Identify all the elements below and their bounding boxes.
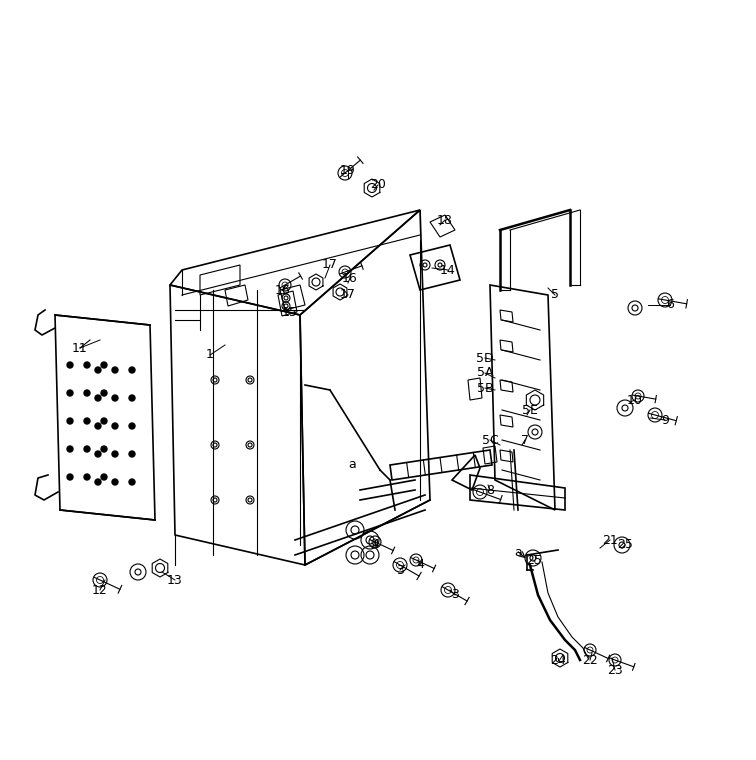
Text: 8: 8 — [486, 483, 494, 496]
Text: 20: 20 — [370, 179, 386, 192]
Text: a: a — [514, 546, 522, 559]
Circle shape — [101, 474, 107, 480]
Text: 22: 22 — [582, 654, 598, 667]
Circle shape — [95, 423, 101, 429]
Text: 13: 13 — [167, 574, 183, 587]
Circle shape — [67, 418, 73, 424]
Circle shape — [67, 474, 73, 480]
Circle shape — [101, 446, 107, 452]
Circle shape — [129, 451, 135, 457]
Text: 4: 4 — [416, 559, 424, 572]
Circle shape — [95, 395, 101, 401]
Text: 17: 17 — [322, 258, 338, 271]
Text: 3: 3 — [451, 588, 459, 601]
Text: 16: 16 — [275, 283, 291, 296]
Text: 14: 14 — [440, 264, 456, 277]
Text: 4: 4 — [371, 539, 379, 552]
Circle shape — [112, 395, 118, 401]
Text: 6: 6 — [666, 299, 674, 312]
Text: 1: 1 — [206, 349, 214, 362]
Text: 3: 3 — [396, 563, 404, 577]
Text: 25: 25 — [617, 539, 633, 552]
Circle shape — [101, 390, 107, 396]
Text: 23: 23 — [607, 663, 623, 676]
Text: 5E: 5E — [522, 404, 538, 416]
Circle shape — [129, 423, 135, 429]
Circle shape — [95, 451, 101, 457]
Text: 5A: 5A — [477, 366, 493, 379]
Text: 19: 19 — [340, 163, 356, 176]
Text: 16: 16 — [342, 271, 358, 284]
Text: 7: 7 — [521, 433, 529, 447]
Circle shape — [129, 367, 135, 373]
Text: 18: 18 — [437, 214, 453, 226]
Circle shape — [84, 418, 90, 424]
Circle shape — [95, 479, 101, 485]
Circle shape — [129, 479, 135, 485]
Circle shape — [67, 446, 73, 452]
Text: 25: 25 — [526, 553, 542, 566]
Text: 11: 11 — [72, 341, 88, 354]
Text: 10: 10 — [627, 394, 643, 407]
Text: a: a — [348, 458, 356, 471]
Circle shape — [112, 423, 118, 429]
Circle shape — [112, 367, 118, 373]
Circle shape — [67, 362, 73, 368]
Circle shape — [101, 362, 107, 368]
Circle shape — [129, 395, 135, 401]
Circle shape — [84, 446, 90, 452]
Circle shape — [95, 367, 101, 373]
Text: 24: 24 — [550, 654, 566, 667]
Circle shape — [101, 418, 107, 424]
Text: 12: 12 — [92, 584, 108, 597]
Circle shape — [84, 474, 90, 480]
Circle shape — [112, 451, 118, 457]
Text: 17: 17 — [340, 289, 356, 302]
Text: 9: 9 — [661, 413, 669, 426]
Circle shape — [84, 390, 90, 396]
Circle shape — [112, 479, 118, 485]
Text: 5D: 5D — [476, 351, 494, 365]
Text: 5: 5 — [551, 289, 559, 302]
Text: 15: 15 — [282, 306, 298, 319]
Circle shape — [84, 362, 90, 368]
Text: 21: 21 — [602, 534, 618, 546]
Circle shape — [67, 390, 73, 396]
Text: 5C: 5C — [482, 433, 498, 447]
Text: 5B: 5B — [477, 382, 494, 394]
